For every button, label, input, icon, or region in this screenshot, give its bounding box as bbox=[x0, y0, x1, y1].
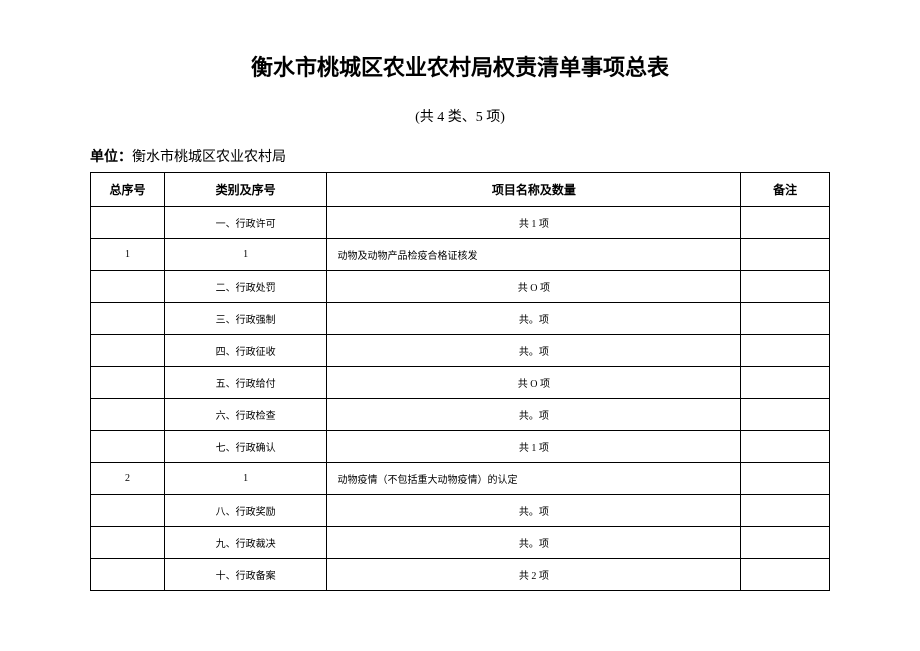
cell-seq bbox=[91, 335, 165, 367]
cell-seq bbox=[91, 271, 165, 303]
cell-project: 共 O 项 bbox=[327, 271, 741, 303]
table-row: 一、行政许可共 1 项 bbox=[91, 207, 830, 239]
cell-project: 共。项 bbox=[327, 399, 741, 431]
cell-project: 共 2 项 bbox=[327, 559, 741, 591]
cell-remark bbox=[741, 367, 830, 399]
cell-remark bbox=[741, 559, 830, 591]
cell-category: 二、行政处罚 bbox=[164, 271, 327, 303]
header-project: 项目名称及数量 bbox=[327, 173, 741, 207]
cell-remark bbox=[741, 239, 830, 271]
unit-name: 衡水市桃城区农业农村局 bbox=[132, 150, 286, 165]
cell-category: 七、行政确认 bbox=[164, 431, 327, 463]
cell-remark bbox=[741, 335, 830, 367]
cell-category: 五、行政给付 bbox=[164, 367, 327, 399]
header-seq: 总序号 bbox=[91, 173, 165, 207]
cell-remark bbox=[741, 431, 830, 463]
table-row: 七、行政确认共 1 项 bbox=[91, 431, 830, 463]
cell-category: 六、行政检查 bbox=[164, 399, 327, 431]
cell-remark bbox=[741, 399, 830, 431]
cell-project: 动物及动物产品检疫合格证核发 bbox=[327, 239, 741, 271]
cell-category: 四、行政征收 bbox=[164, 335, 327, 367]
cell-category: 1 bbox=[164, 463, 327, 495]
cell-seq bbox=[91, 303, 165, 335]
cell-project: 共。项 bbox=[327, 335, 741, 367]
unit-prefix: 单位： bbox=[90, 150, 132, 165]
cell-seq bbox=[91, 559, 165, 591]
cell-seq bbox=[91, 431, 165, 463]
header-category: 类别及序号 bbox=[164, 173, 327, 207]
table-header-row: 总序号 类别及序号 项目名称及数量 备注 bbox=[91, 173, 830, 207]
cell-category: 十、行政备案 bbox=[164, 559, 327, 591]
cell-remark bbox=[741, 495, 830, 527]
table-row: 六、行政检查共。项 bbox=[91, 399, 830, 431]
cell-seq bbox=[91, 495, 165, 527]
cell-seq: 1 bbox=[91, 239, 165, 271]
unit-label: 单位：衡水市桃城区农业农村局 bbox=[90, 146, 830, 166]
cell-category: 一、行政许可 bbox=[164, 207, 327, 239]
cell-project: 共 O 项 bbox=[327, 367, 741, 399]
responsibility-table: 总序号 类别及序号 项目名称及数量 备注 一、行政许可共 1 项11动物及动物产… bbox=[90, 172, 830, 591]
table-row: 11动物及动物产品检疫合格证核发 bbox=[91, 239, 830, 271]
table-row: 21动物疫情（不包括重大动物疫情）的认定 bbox=[91, 463, 830, 495]
table-body: 一、行政许可共 1 项11动物及动物产品检疫合格证核发二、行政处罚共 O 项三、… bbox=[91, 207, 830, 591]
cell-remark bbox=[741, 271, 830, 303]
table-row: 五、行政给付共 O 项 bbox=[91, 367, 830, 399]
document-subtitle: (共 4 类、5 项) bbox=[90, 106, 830, 126]
table-row: 四、行政征收共。项 bbox=[91, 335, 830, 367]
cell-category: 九、行政裁决 bbox=[164, 527, 327, 559]
table-row: 九、行政裁决共。项 bbox=[91, 527, 830, 559]
cell-project: 共 1 项 bbox=[327, 431, 741, 463]
table-row: 二、行政处罚共 O 项 bbox=[91, 271, 830, 303]
cell-category: 1 bbox=[164, 239, 327, 271]
table-row: 三、行政强制共。项 bbox=[91, 303, 830, 335]
cell-seq: 2 bbox=[91, 463, 165, 495]
table-row: 十、行政备案共 2 项 bbox=[91, 559, 830, 591]
cell-remark bbox=[741, 463, 830, 495]
cell-seq bbox=[91, 527, 165, 559]
cell-remark bbox=[741, 303, 830, 335]
cell-project: 共。项 bbox=[327, 303, 741, 335]
cell-seq bbox=[91, 399, 165, 431]
cell-remark bbox=[741, 207, 830, 239]
cell-project: 动物疫情（不包括重大动物疫情）的认定 bbox=[327, 463, 741, 495]
header-remark: 备注 bbox=[741, 173, 830, 207]
cell-category: 三、行政强制 bbox=[164, 303, 327, 335]
cell-seq bbox=[91, 207, 165, 239]
cell-project: 共。项 bbox=[327, 495, 741, 527]
table-row: 八、行政奖励共。项 bbox=[91, 495, 830, 527]
document-title: 衡水市桃城区农业农村局权责清单事项总表 bbox=[90, 50, 830, 82]
cell-remark bbox=[741, 527, 830, 559]
cell-project: 共 1 项 bbox=[327, 207, 741, 239]
cell-seq bbox=[91, 367, 165, 399]
cell-category: 八、行政奖励 bbox=[164, 495, 327, 527]
cell-project: 共。项 bbox=[327, 527, 741, 559]
